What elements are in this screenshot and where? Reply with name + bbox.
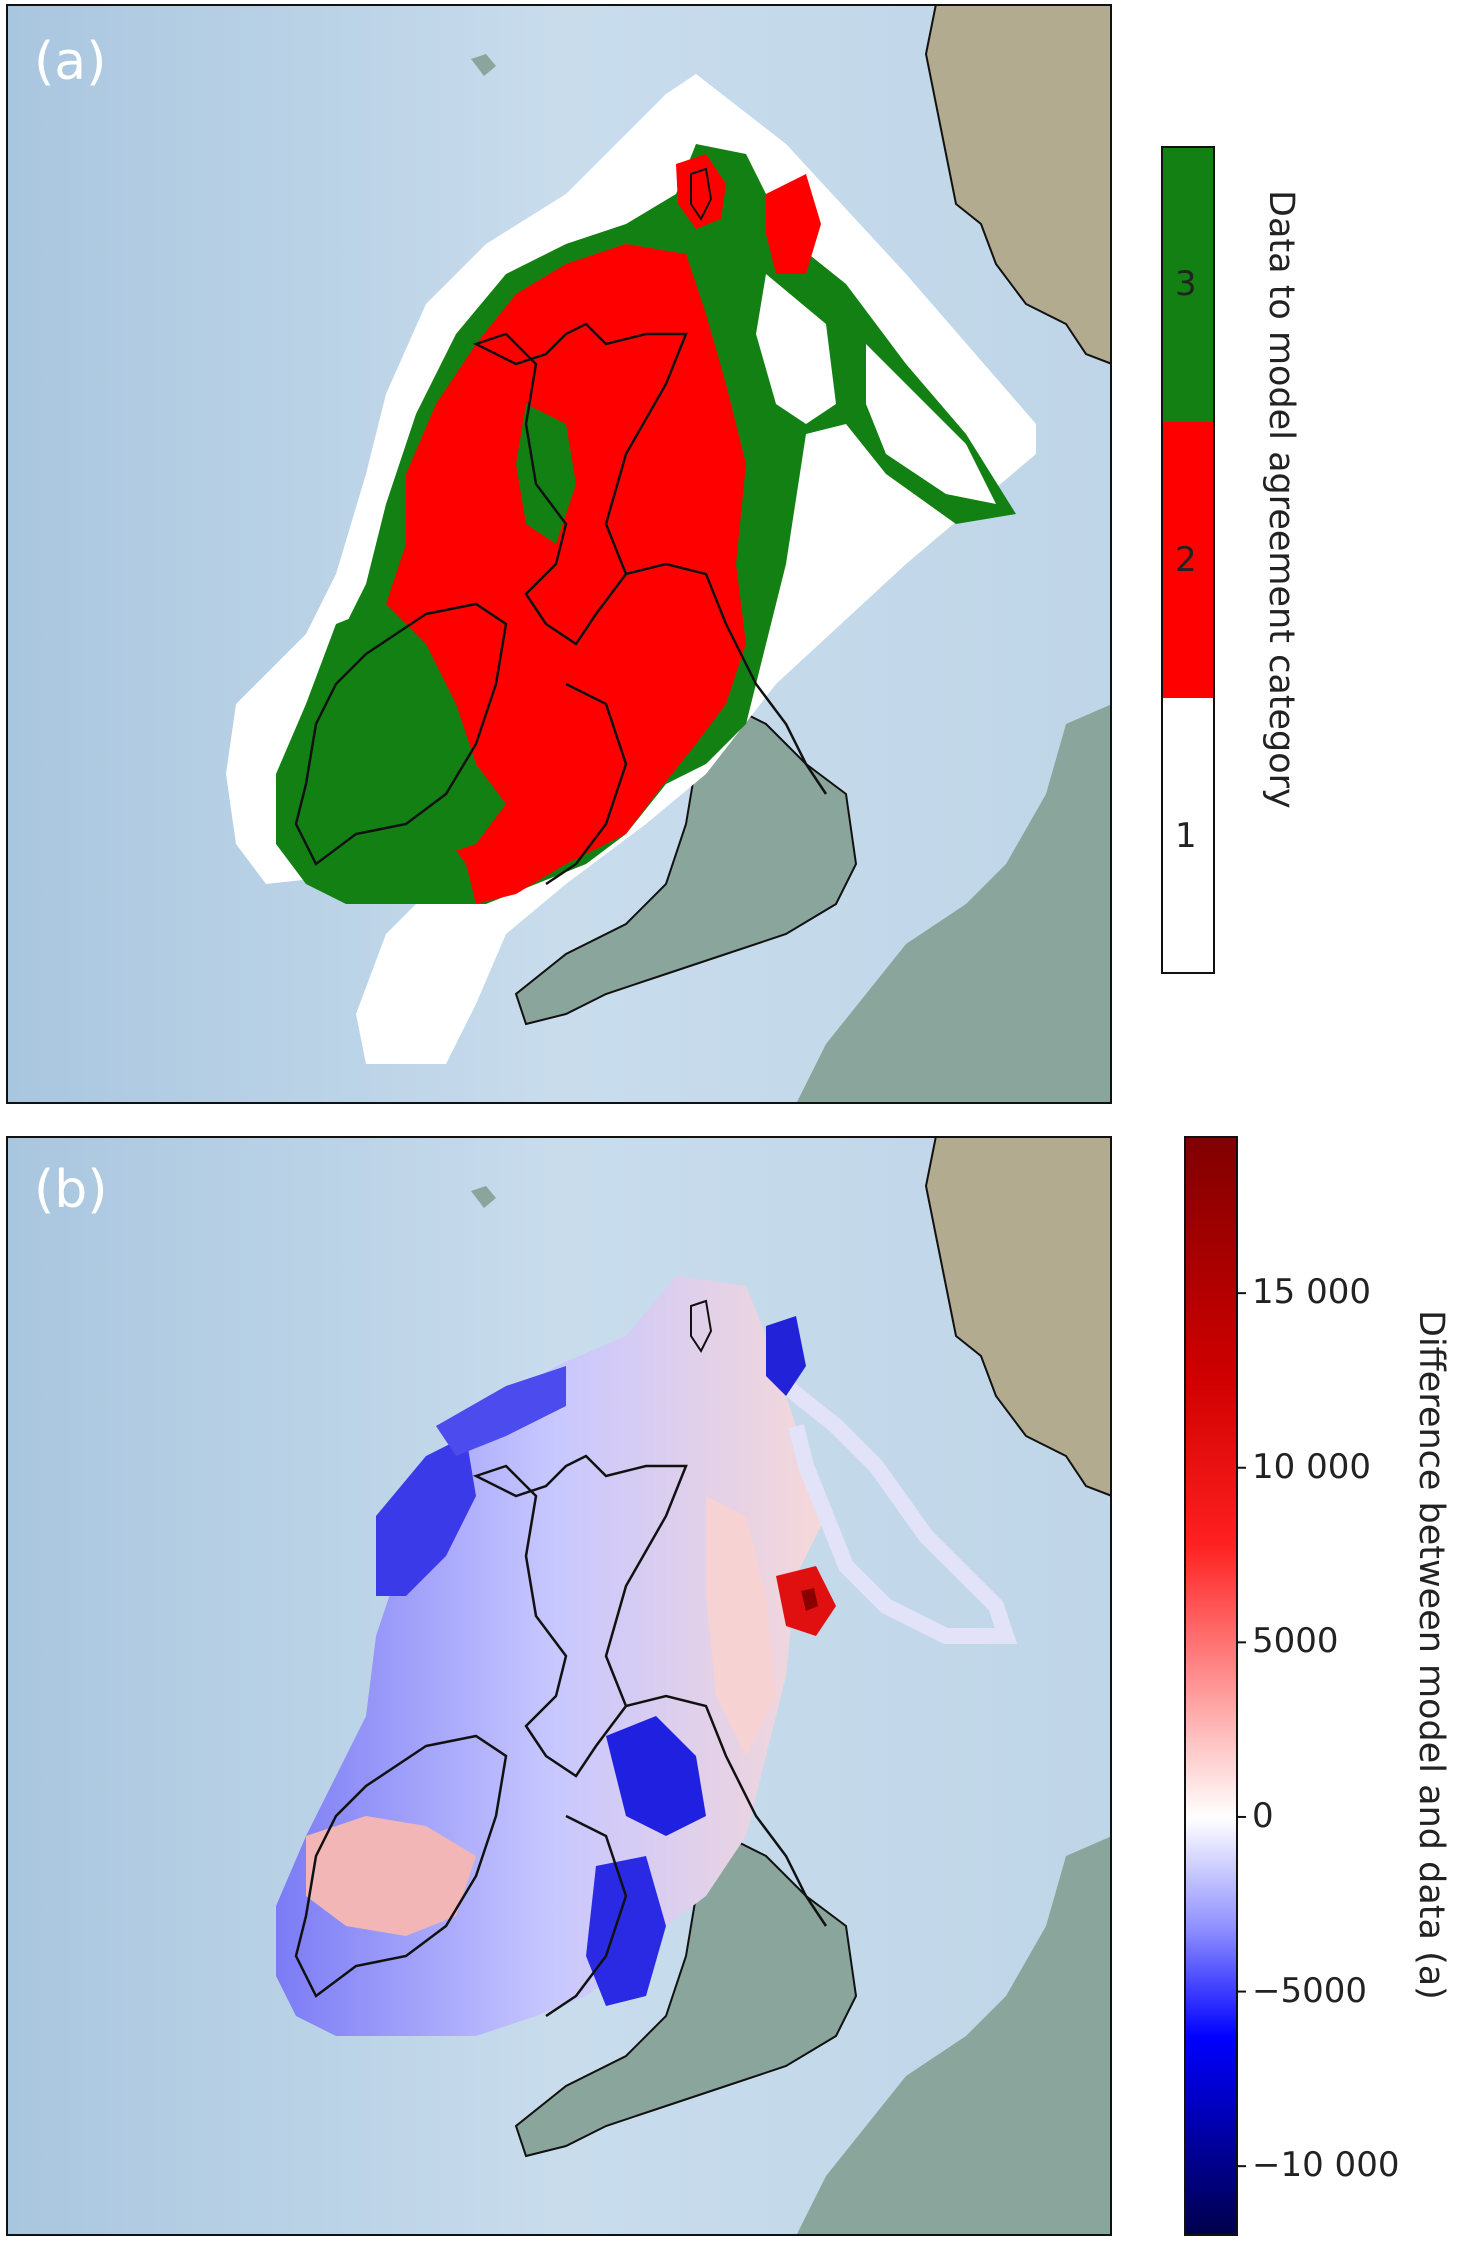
negative-anomaly-west xyxy=(376,1436,476,1596)
norway-land xyxy=(924,1136,1112,1498)
category-1-swatch xyxy=(1162,698,1214,973)
colorbar-a-frame xyxy=(1161,146,1215,974)
category-3-patch xyxy=(516,404,576,544)
colorbar-b-gradient xyxy=(1184,1136,1238,2236)
map-frame xyxy=(6,1136,1112,2236)
wales-coastline xyxy=(545,1814,628,2018)
colorbar-b-tick-label: 15 000 xyxy=(1252,1272,1371,1313)
europe-land xyxy=(796,1836,1112,2236)
colorbar-b-tick-label: −5000 xyxy=(1252,1970,1368,2011)
faroe-islands xyxy=(471,54,496,76)
colorbar-b-ticks xyxy=(1237,1292,1246,2168)
colorbar-a-title: Data to model agreement category xyxy=(1261,190,1301,809)
negative-anomaly-nw xyxy=(436,1366,566,1456)
category-3-swatch xyxy=(1162,147,1214,422)
negative-anomaly-wales xyxy=(586,1856,666,2006)
colorbar-b: 15 000 10 000 5000 0 −5000 −10 000 xyxy=(1184,1136,1399,2236)
category-2-label: 2 xyxy=(1175,540,1197,580)
britain-east-coastline xyxy=(625,562,828,795)
map-a-svg xyxy=(6,4,1112,1104)
category-2-patch xyxy=(766,174,821,274)
colorbar-b-tick-label: 10 000 xyxy=(1252,1446,1371,1487)
negative-anomaly-north xyxy=(766,1316,806,1396)
europe-land xyxy=(796,704,1112,1104)
colorbar-a: 3 2 1 xyxy=(1161,146,1215,974)
difference-ring xyxy=(781,1379,1018,1644)
positive-anomaly-ireland xyxy=(306,1816,476,1936)
faroe-islands xyxy=(471,1186,496,1208)
map-b-svg xyxy=(6,1136,1112,2236)
england-land xyxy=(514,692,858,1026)
category-1-gap xyxy=(866,344,996,504)
category-2-patch xyxy=(676,154,726,229)
colorbar-b-title: Difference between model and data (a) xyxy=(1411,1310,1451,2000)
england-land xyxy=(514,1824,858,2158)
negative-anomaly-irish-sea xyxy=(606,1716,706,1836)
ireland-coastline xyxy=(294,1734,508,1998)
positive-anomaly-forties-core xyxy=(801,1588,818,1611)
panel-letter-b: (b) xyxy=(34,1160,108,1220)
colorbar-b-tick-label: −10 000 xyxy=(1252,2145,1400,2186)
ireland-coastline xyxy=(294,602,508,866)
positive-anomaly-north-sea xyxy=(706,1496,776,1756)
colorbar-b-tick-label: 0 xyxy=(1252,1795,1274,1836)
britain-east-coastline xyxy=(625,1694,828,1927)
category-3-patch xyxy=(296,604,506,864)
colorbar-b-svg xyxy=(1184,1136,1246,2236)
category-1-gap xyxy=(756,274,836,424)
category-3-label: 3 xyxy=(1175,264,1197,304)
colorbar-a-svg xyxy=(1161,146,1215,974)
category-2-swatch xyxy=(1162,422,1214,698)
category-1-label: 1 xyxy=(1175,816,1197,856)
orkney-coastline xyxy=(690,1299,713,1353)
norway-land xyxy=(924,4,1112,366)
map-frame xyxy=(6,4,1112,1104)
wales-coastline xyxy=(545,682,628,886)
colorbar-b-tick-label: 5000 xyxy=(1252,1621,1339,1662)
orkney-coastline xyxy=(690,167,713,221)
map-panel-a: (a) xyxy=(6,4,1112,1104)
map-panel-b: (b) xyxy=(6,1136,1112,2236)
panel-letter-a: (a) xyxy=(34,32,107,92)
